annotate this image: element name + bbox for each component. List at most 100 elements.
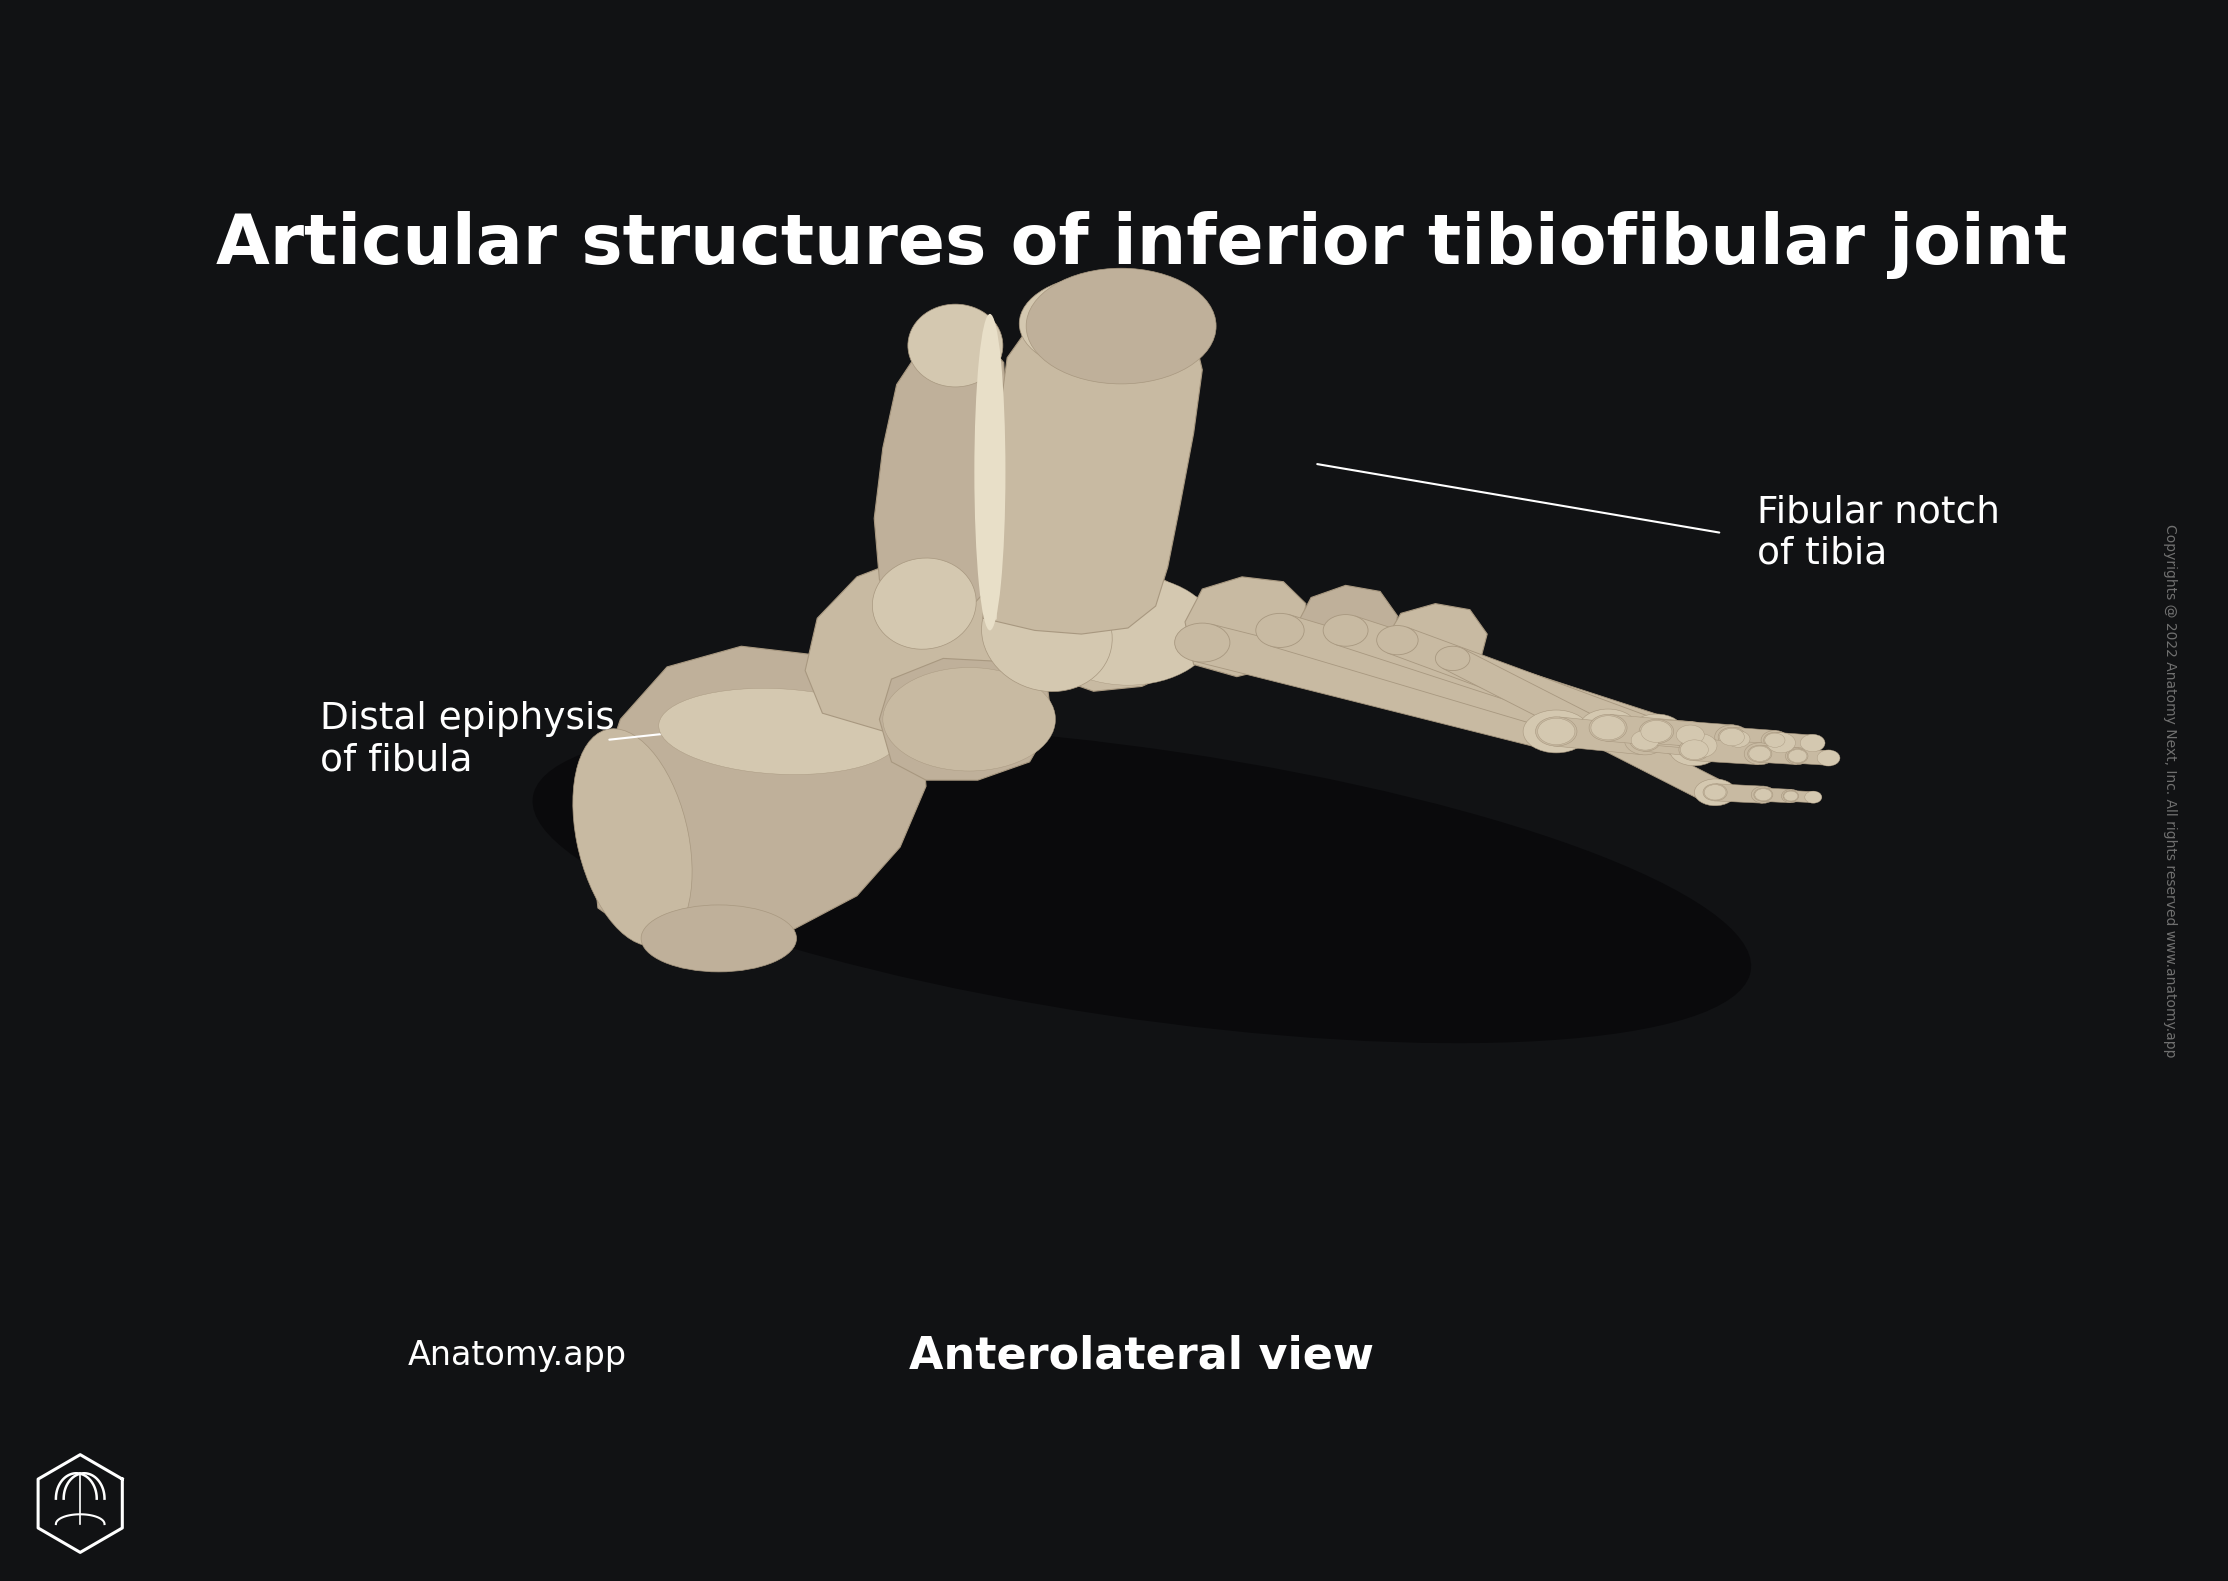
Polygon shape xyxy=(1047,577,1203,691)
Ellipse shape xyxy=(1727,730,1749,748)
Polygon shape xyxy=(1192,624,1566,749)
Polygon shape xyxy=(593,647,927,947)
Ellipse shape xyxy=(1174,623,1230,662)
Ellipse shape xyxy=(1782,789,1800,803)
Polygon shape xyxy=(1384,604,1488,691)
Ellipse shape xyxy=(1584,711,1633,745)
Text: Anatomy.app: Anatomy.app xyxy=(408,1339,626,1372)
Ellipse shape xyxy=(642,904,798,972)
Ellipse shape xyxy=(1749,746,1771,762)
Ellipse shape xyxy=(1591,716,1624,740)
Polygon shape xyxy=(1553,716,1649,754)
Ellipse shape xyxy=(1698,779,1733,805)
Ellipse shape xyxy=(1435,647,1470,670)
Polygon shape xyxy=(1693,738,1760,765)
Polygon shape xyxy=(1642,729,1702,757)
Ellipse shape xyxy=(882,667,1056,772)
Ellipse shape xyxy=(1377,626,1419,655)
Ellipse shape xyxy=(1702,784,1727,802)
Polygon shape xyxy=(1442,648,1724,802)
Ellipse shape xyxy=(1789,749,1807,762)
Polygon shape xyxy=(1185,577,1306,677)
Polygon shape xyxy=(1796,749,1829,765)
Ellipse shape xyxy=(873,558,976,650)
Ellipse shape xyxy=(1671,721,1709,748)
Ellipse shape xyxy=(1818,751,1838,765)
Polygon shape xyxy=(1773,732,1814,751)
Ellipse shape xyxy=(1724,730,1751,748)
Ellipse shape xyxy=(1680,738,1709,760)
Ellipse shape xyxy=(1765,734,1785,748)
Ellipse shape xyxy=(907,304,1003,387)
Ellipse shape xyxy=(1043,575,1214,685)
Ellipse shape xyxy=(1257,613,1303,648)
Polygon shape xyxy=(1606,715,1693,748)
Ellipse shape xyxy=(1785,748,1809,765)
Ellipse shape xyxy=(1589,715,1626,741)
Polygon shape xyxy=(983,308,1203,634)
Polygon shape xyxy=(1294,585,1397,683)
Ellipse shape xyxy=(1684,735,1716,757)
Polygon shape xyxy=(880,658,1052,779)
Polygon shape xyxy=(804,555,1056,735)
Ellipse shape xyxy=(1818,749,1840,767)
Polygon shape xyxy=(1270,615,1618,743)
Ellipse shape xyxy=(1769,734,1794,753)
Ellipse shape xyxy=(1722,729,1753,749)
Ellipse shape xyxy=(1696,779,1736,806)
Polygon shape xyxy=(1388,628,1704,762)
Polygon shape xyxy=(1689,724,1740,749)
Ellipse shape xyxy=(1675,724,1707,746)
Ellipse shape xyxy=(1629,729,1660,751)
Polygon shape xyxy=(1655,719,1733,749)
Ellipse shape xyxy=(532,724,1751,1043)
Ellipse shape xyxy=(1018,275,1188,373)
Text: Articular structures of inferior tibiofibular joint: Articular structures of inferior tibiofi… xyxy=(216,210,2068,278)
Text: Fibular notch
of tibia: Fibular notch of tibia xyxy=(1756,495,1999,572)
Ellipse shape xyxy=(1805,792,1820,803)
Ellipse shape xyxy=(1760,730,1789,749)
Ellipse shape xyxy=(1629,715,1684,749)
Ellipse shape xyxy=(1800,734,1825,751)
Ellipse shape xyxy=(1633,716,1680,748)
Polygon shape xyxy=(1758,745,1798,765)
Ellipse shape xyxy=(1704,784,1727,800)
Ellipse shape xyxy=(1323,615,1368,647)
Ellipse shape xyxy=(1680,740,1709,759)
Text: Copyrights @ 2022 Anatomy Next, Inc. All rights reserved www.anatomy.app: Copyrights @ 2022 Anatomy Next, Inc. All… xyxy=(2163,523,2177,1058)
Polygon shape xyxy=(1738,730,1782,753)
Ellipse shape xyxy=(1745,743,1776,765)
Ellipse shape xyxy=(1675,726,1704,745)
Ellipse shape xyxy=(1528,711,1584,751)
Ellipse shape xyxy=(1524,710,1589,753)
Polygon shape xyxy=(1337,617,1667,746)
Ellipse shape xyxy=(1580,708,1638,746)
Ellipse shape xyxy=(1782,790,1798,802)
Ellipse shape xyxy=(1787,749,1807,764)
Ellipse shape xyxy=(1720,729,1745,746)
Ellipse shape xyxy=(1624,726,1667,754)
Ellipse shape xyxy=(983,577,1112,691)
Ellipse shape xyxy=(1747,745,1771,762)
Ellipse shape xyxy=(1535,716,1577,746)
Ellipse shape xyxy=(1027,269,1216,384)
Ellipse shape xyxy=(1718,727,1747,746)
Ellipse shape xyxy=(1753,787,1773,802)
Ellipse shape xyxy=(1785,790,1798,802)
Ellipse shape xyxy=(974,315,1005,631)
Polygon shape xyxy=(873,334,1007,618)
Ellipse shape xyxy=(1673,735,1716,764)
Ellipse shape xyxy=(1640,721,1671,743)
Polygon shape xyxy=(1713,784,1765,803)
Polygon shape xyxy=(1762,787,1791,803)
Ellipse shape xyxy=(659,688,900,775)
Polygon shape xyxy=(1791,790,1814,803)
Ellipse shape xyxy=(1805,790,1823,803)
Ellipse shape xyxy=(1669,734,1720,765)
Ellipse shape xyxy=(1631,730,1660,749)
Ellipse shape xyxy=(1682,734,1718,757)
Ellipse shape xyxy=(1802,735,1825,751)
Polygon shape xyxy=(1731,727,1776,749)
Ellipse shape xyxy=(1767,732,1796,753)
Ellipse shape xyxy=(1751,786,1776,803)
